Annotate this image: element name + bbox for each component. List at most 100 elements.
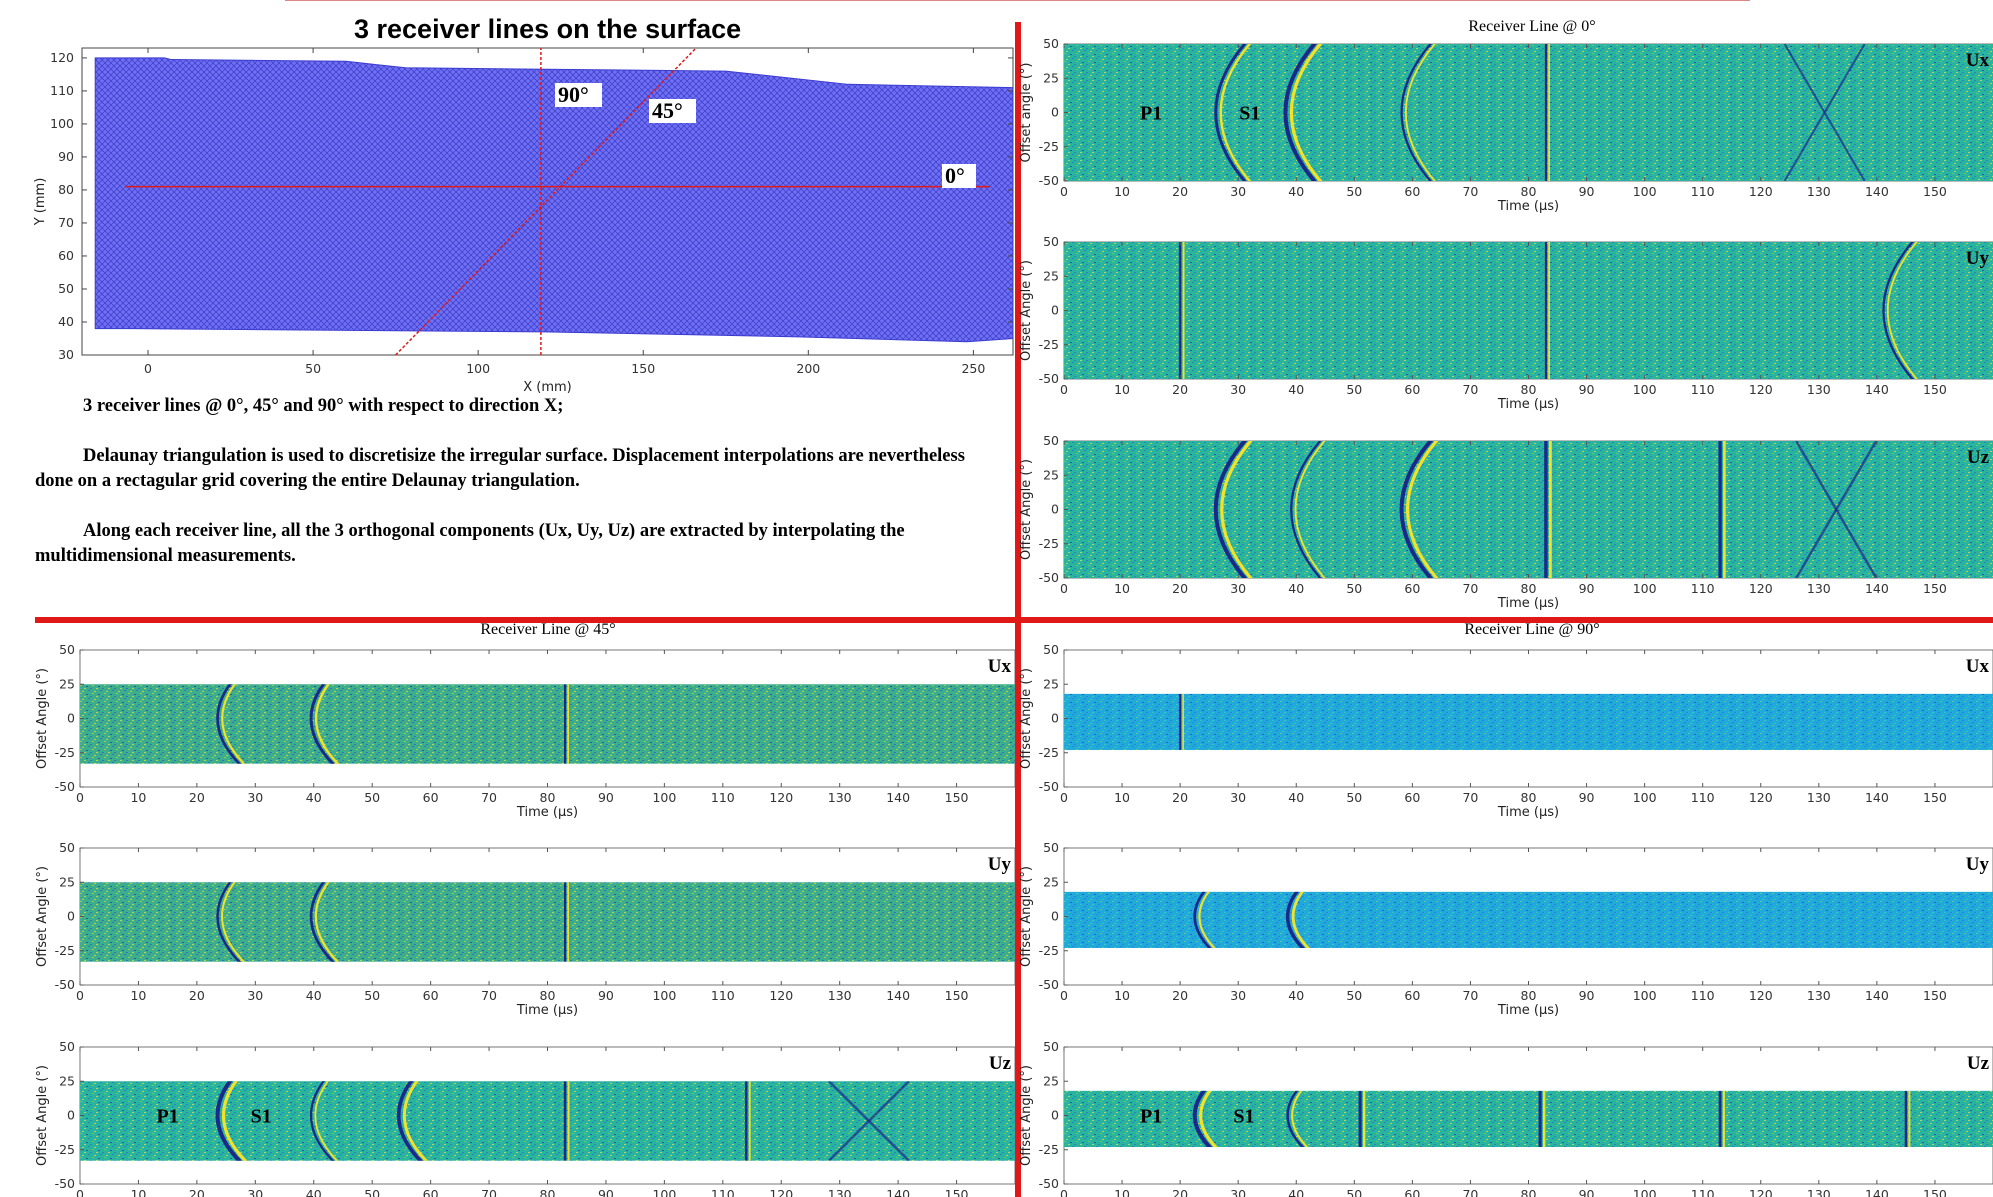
- x-tick-label: 10: [130, 988, 146, 1003]
- event-cross: [1795, 441, 1878, 578]
- wavefield: [80, 882, 1015, 962]
- event-curve: [1404, 44, 1437, 181]
- x-tick-label: 110: [711, 790, 735, 805]
- y-tick-label: 0: [1051, 1108, 1059, 1123]
- y-tick-label: -50: [55, 977, 75, 992]
- event-curve: [1192, 1090, 1213, 1148]
- wavefield-events: [1179, 693, 1184, 751]
- y-axis-label: Offset Angle (°): [35, 668, 50, 769]
- x-tick-label: 60: [1404, 184, 1420, 199]
- x-axis-label: Time (μs): [1497, 805, 1559, 820]
- wavefield: [80, 1081, 1015, 1161]
- event-curve: [216, 684, 242, 764]
- x-axis-label: Time (μs): [516, 805, 578, 820]
- event-curve: [1882, 242, 1915, 379]
- y-axis-label: Offset Angle (°): [1019, 1065, 1034, 1166]
- y-tick-label: 50: [1043, 36, 1059, 51]
- surface-y-tick-label: 60: [58, 248, 74, 263]
- x-tick-label: 80: [1521, 1187, 1537, 1197]
- x-tick-label: 90: [1579, 184, 1595, 199]
- x-tick-label: 120: [1749, 1187, 1773, 1197]
- event-curve: [309, 1081, 335, 1161]
- y-tick-label: -25: [55, 943, 75, 958]
- wavefield-events: [1178, 242, 1919, 379]
- y-tick-label: 25: [1043, 874, 1059, 889]
- wavefield-events: [1213, 441, 1878, 578]
- event-curve: [1285, 891, 1306, 949]
- x-tick-label: 120: [1749, 790, 1773, 805]
- x-tick-label: 150: [945, 790, 969, 805]
- wavefield: [1064, 693, 1993, 751]
- x-tick-label: 50: [1346, 1187, 1362, 1197]
- event-curve: [1219, 44, 1252, 181]
- x-tick-label: 0: [1060, 790, 1068, 805]
- y-tick-label: -25: [1039, 536, 1059, 551]
- wave-label: S1: [1239, 103, 1260, 125]
- wavefield: [1064, 44, 1993, 181]
- x-tick-label: 100: [652, 790, 676, 805]
- event-curve: [1294, 441, 1326, 578]
- x-tick-label: 120: [1749, 184, 1773, 199]
- x-tick-label: 150: [1923, 988, 1947, 1003]
- x-tick-label: 40: [1288, 581, 1304, 596]
- surface-x-tick-label: 50: [305, 361, 321, 376]
- receiver-line-2: [395, 47, 697, 356]
- x-tick-label: 70: [1462, 988, 1478, 1003]
- x-tick-label: 70: [481, 790, 497, 805]
- line0-panel-Ux: 0 10 20 30 40 50 60 70 80 90 100 110 120 130 140 150 50 2…: [1019, 36, 1993, 214]
- surface-y-label: Y (mm): [33, 178, 48, 227]
- x-tick-label: 40: [1288, 790, 1304, 805]
- x-tick-label: 100: [1633, 790, 1657, 805]
- x-tick-label: 30: [247, 790, 263, 805]
- y-tick-label: -25: [1039, 1142, 1059, 1157]
- x-tick-label: 130: [1807, 1187, 1831, 1197]
- x-tick-label: 20: [1172, 184, 1188, 199]
- component-label: Uz: [1967, 447, 1990, 468]
- angle-label: 90°: [558, 82, 589, 107]
- x-tick-label: 60: [1404, 790, 1420, 805]
- y-tick-label: -25: [1039, 745, 1059, 760]
- x-tick-label: 70: [1462, 1187, 1478, 1197]
- component-label: Uy: [988, 854, 1012, 875]
- x-axis-label: Time (μs): [1497, 199, 1559, 214]
- wave-label: P1: [1140, 1106, 1162, 1128]
- wave-label: S1: [1233, 1106, 1254, 1128]
- x-tick-label: 150: [1923, 1187, 1947, 1197]
- y-tick-label: 25: [1043, 467, 1059, 482]
- y-tick-label: 25: [1043, 268, 1059, 283]
- y-tick-label: -50: [1039, 1176, 1059, 1191]
- x-tick-label: 140: [1865, 790, 1889, 805]
- x-tick-label: 130: [828, 790, 852, 805]
- event-curve: [1290, 441, 1322, 578]
- line45-panel-Ux: 0 10 20 30 40 50 60 70 80 90 100 110 120 130 140 150 50 2…: [35, 642, 1016, 820]
- x-tick-label: 140: [1865, 382, 1889, 397]
- y-tick-label: 0: [67, 711, 75, 726]
- surface-y-tick-label: 30: [58, 347, 74, 362]
- event-curve: [221, 1081, 248, 1161]
- component-label: Uy: [1966, 854, 1990, 875]
- wavefield-events: [1192, 1090, 1911, 1148]
- x-tick-label: 90: [1579, 1187, 1595, 1197]
- x-tick-label: 10: [130, 1187, 146, 1197]
- x-tick-label: 150: [1923, 382, 1947, 397]
- x-tick-label: 100: [1633, 581, 1657, 596]
- x-tick-label: 120: [769, 988, 793, 1003]
- x-tick-label: 0: [1060, 581, 1068, 596]
- event-curve: [216, 882, 242, 962]
- x-tick-label: 140: [1865, 1187, 1889, 1197]
- x-tick-label: 50: [364, 1187, 380, 1197]
- x-tick-label: 30: [1230, 382, 1246, 397]
- x-tick-label: 30: [247, 1187, 263, 1197]
- x-tick-label: 120: [1749, 581, 1773, 596]
- x-tick-label: 150: [1923, 790, 1947, 805]
- component-label: Uz: [989, 1053, 1012, 1074]
- x-tick-label: 140: [1865, 988, 1889, 1003]
- y-tick-label: 0: [1051, 502, 1059, 517]
- x-tick-label: 150: [945, 1187, 969, 1197]
- x-tick-label: 90: [1579, 790, 1595, 805]
- component-label: Ux: [1966, 656, 1990, 677]
- line90-panel-Ux: 0 10 20 30 40 50 60 70 80 90 100 110 120 130 140 150 50 2…: [1019, 642, 1993, 820]
- x-tick-label: 20: [1172, 581, 1188, 596]
- surface-x-tick-label: 100: [466, 361, 490, 376]
- surface-y-tick-label: 100: [50, 116, 74, 131]
